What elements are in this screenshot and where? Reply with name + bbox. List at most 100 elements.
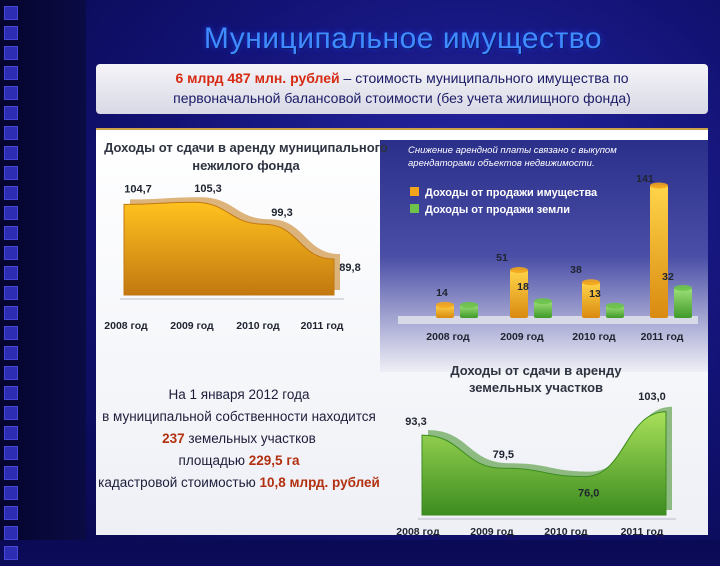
summary-area-pre: площадью bbox=[178, 453, 249, 468]
summary-value-pre: кадастровой стоимостью bbox=[98, 475, 260, 490]
data-label: 79,5 bbox=[493, 449, 514, 461]
bar bbox=[510, 270, 528, 318]
summary-line-4: площадью 229,5 га bbox=[86, 450, 392, 472]
bar-top bbox=[510, 267, 528, 274]
summary-line-1: На 1 января 2012 года bbox=[168, 387, 310, 402]
chart3-title-line2: земельных участков bbox=[469, 380, 603, 395]
x-tick-label: 2010 год bbox=[236, 320, 280, 332]
sidebar-squares bbox=[4, 6, 20, 566]
bar-top bbox=[606, 302, 624, 309]
bar bbox=[650, 185, 668, 318]
info-line-1-rest: – стоимость муниципального имущества по bbox=[339, 70, 629, 86]
bar bbox=[582, 282, 600, 318]
sidebar-square bbox=[4, 546, 18, 560]
bar-top bbox=[674, 284, 692, 291]
x-tick-label: 2008 год bbox=[396, 526, 440, 538]
bar-top bbox=[534, 298, 552, 305]
x-tick-label: 2011 год bbox=[641, 331, 684, 343]
x-tick-label: 2009 год bbox=[470, 526, 514, 538]
summary-line-5: кадастровой стоимостью 10,8 млрд. рублей bbox=[86, 472, 392, 494]
sidebar-square bbox=[4, 426, 18, 440]
data-label: 99,3 bbox=[271, 207, 292, 219]
bar-value-label: 13 bbox=[589, 288, 601, 300]
divider bbox=[96, 128, 708, 130]
sidebar-square bbox=[4, 226, 18, 240]
sidebar-square bbox=[4, 446, 18, 460]
sidebar-square bbox=[4, 246, 18, 260]
chart-sales: Снижение арендной платы связано с выкупо… bbox=[398, 145, 698, 343]
bar-value-label: 51 bbox=[496, 252, 508, 264]
info-line-2: первоначальной балансовой стоимости (без… bbox=[173, 90, 631, 106]
sidebar-square bbox=[4, 326, 18, 340]
summary-area: 229,5 га bbox=[248, 453, 300, 468]
bar-value-label: 141 bbox=[636, 173, 654, 185]
sidebar-square bbox=[4, 486, 18, 500]
x-tick-label: 2010 год bbox=[544, 526, 588, 538]
sidebar-square bbox=[4, 386, 18, 400]
x-tick-label: 2009 год bbox=[500, 331, 544, 343]
sidebar-square bbox=[4, 186, 18, 200]
data-label: 93,3 bbox=[405, 416, 426, 428]
sidebar-square bbox=[4, 6, 18, 20]
info-line-1: 6 млрд 487 млн. рублей – стоимость муниц… bbox=[96, 70, 708, 86]
sidebar-square bbox=[4, 266, 18, 280]
chart-rent-nonresidential: Доходы от сдачи в аренду муниципального … bbox=[104, 140, 388, 332]
sidebar-square bbox=[4, 166, 18, 180]
land-summary: На 1 января 2012 года в муниципальной со… bbox=[86, 384, 392, 494]
x-tick-label: 2009 год bbox=[170, 320, 214, 332]
sidebar-square bbox=[4, 206, 18, 220]
sidebar-square bbox=[4, 86, 18, 100]
sidebar-decoration bbox=[0, 0, 86, 560]
note-line2: арендаторами объектов недвижимости. bbox=[408, 158, 595, 169]
bar-value-label: 32 bbox=[662, 271, 674, 283]
bar-top bbox=[650, 182, 668, 189]
x-tick-label: 2011 год bbox=[621, 526, 664, 538]
summary-count-rest: земельных участков bbox=[184, 431, 316, 446]
sidebar-square bbox=[4, 126, 18, 140]
sidebar-square bbox=[4, 526, 18, 540]
bar bbox=[606, 305, 624, 318]
bar-top bbox=[582, 279, 600, 286]
bar-value-label: 14 bbox=[436, 287, 448, 299]
data-label: 105,3 bbox=[194, 183, 222, 195]
sidebar-square bbox=[4, 146, 18, 160]
bar-top bbox=[436, 301, 454, 308]
data-label: 89,8 bbox=[339, 262, 360, 274]
sidebar-square bbox=[4, 106, 18, 120]
x-tick-label: 2008 год bbox=[426, 331, 470, 343]
slide-title: Муниципальное имущество bbox=[203, 22, 603, 55]
note-line1: Снижение арендной платы связано с выкупо… bbox=[408, 145, 617, 156]
sidebar-square bbox=[4, 66, 18, 80]
sidebar-square bbox=[4, 286, 18, 300]
sidebar-square bbox=[4, 406, 18, 420]
sidebar-square bbox=[4, 306, 18, 320]
sidebar-square bbox=[4, 346, 18, 360]
sidebar-square bbox=[4, 46, 18, 60]
data-label: 104,7 bbox=[124, 183, 152, 195]
bar bbox=[460, 304, 478, 318]
chart-floor bbox=[398, 316, 698, 324]
summary-line-2: в муниципальной собственности находится bbox=[102, 409, 376, 424]
legend-swatch bbox=[410, 204, 419, 213]
bar-value-label: 18 bbox=[517, 281, 529, 293]
sidebar-square bbox=[4, 466, 18, 480]
info-highlight: 6 млрд 487 млн. рублей bbox=[175, 70, 340, 86]
bar-top bbox=[460, 301, 478, 308]
bar-value-label: 38 bbox=[570, 264, 582, 276]
data-label: 76,0 bbox=[578, 488, 599, 500]
chart1-title-line2: нежилого фонда bbox=[192, 158, 300, 173]
legend-entry: Доходы от продажи земли bbox=[425, 204, 570, 216]
x-tick-label: 2008 год bbox=[104, 320, 148, 332]
summary-line-3: 237 земельных участков bbox=[86, 428, 392, 450]
sidebar-square bbox=[4, 26, 18, 40]
bar bbox=[534, 301, 552, 318]
sidebar-square bbox=[4, 366, 18, 380]
sidebar-square bbox=[4, 506, 18, 520]
summary-count: 237 bbox=[162, 431, 185, 446]
legend-swatch bbox=[410, 187, 419, 196]
area-series bbox=[421, 411, 667, 516]
info-box: 6 млрд 487 млн. рублей – стоимость муниц… bbox=[96, 64, 708, 114]
x-tick-label: 2011 год bbox=[301, 320, 344, 332]
legend-entry: Доходы от продажи имущества bbox=[425, 187, 598, 199]
chart-rent-land: Доходы от сдачи в аренду земельных участ… bbox=[396, 363, 676, 538]
